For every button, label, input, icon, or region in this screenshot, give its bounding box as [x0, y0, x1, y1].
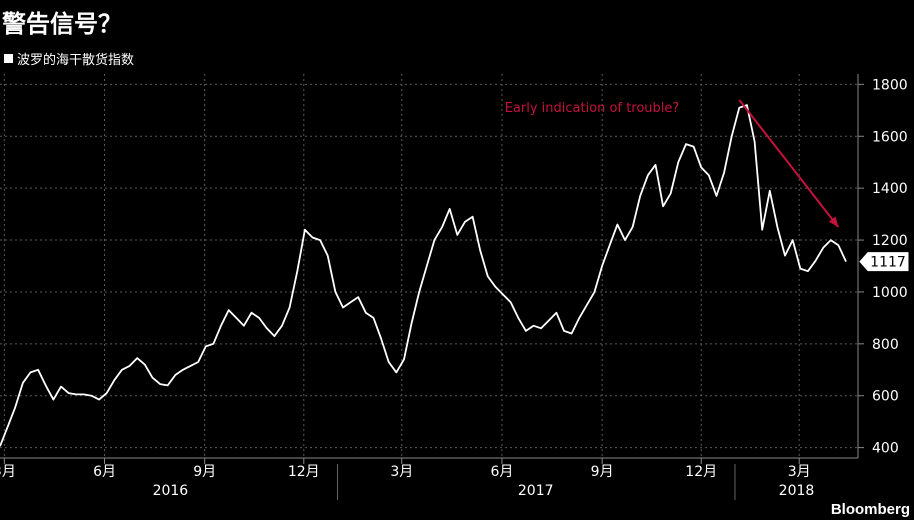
bloomberg-logo: Bloomberg — [830, 501, 910, 518]
year-label: 2016 — [153, 483, 189, 499]
year-label: 2018 — [779, 483, 815, 499]
series-line — [0, 104, 847, 447]
x-tick-label: 12月 — [685, 464, 717, 480]
legend-label: 波罗的海干散货指数 — [17, 53, 135, 68]
x-tick-label: 9月 — [591, 464, 614, 480]
x-tick-label: 6月 — [93, 464, 116, 480]
last-value-label: 1117 — [870, 255, 906, 271]
y-tick-label: 1000 — [872, 285, 908, 301]
x-tick-label: 3月 — [0, 464, 16, 480]
x-tick-label: 6月 — [490, 464, 513, 480]
y-tick-label: 600 — [872, 389, 899, 405]
y-tick-label: 800 — [872, 337, 899, 353]
y-tick-label: 1600 — [872, 129, 908, 145]
chart-title: 警告信号？ — [2, 10, 122, 38]
y-tick-label: 400 — [872, 441, 899, 457]
x-tick-label: 3月 — [390, 464, 413, 480]
legend: 波罗的海干散货指数 — [4, 49, 134, 68]
y-tick-label: 1800 — [872, 77, 908, 93]
x-tick-label: 3月 — [788, 464, 811, 480]
y-tick-label: 1400 — [872, 181, 908, 197]
y-tick-label: 1200 — [872, 233, 908, 249]
x-tick-label: 9月 — [193, 464, 216, 480]
annotation-arrow — [738, 99, 840, 228]
last-value-badge — [859, 252, 909, 272]
legend-swatch — [4, 54, 13, 63]
annotation-text: Early indication of trouble? — [505, 101, 680, 116]
annotation-arrowhead — [828, 216, 839, 228]
year-label: 2017 — [518, 483, 554, 499]
x-tick-label: 12月 — [288, 464, 320, 480]
